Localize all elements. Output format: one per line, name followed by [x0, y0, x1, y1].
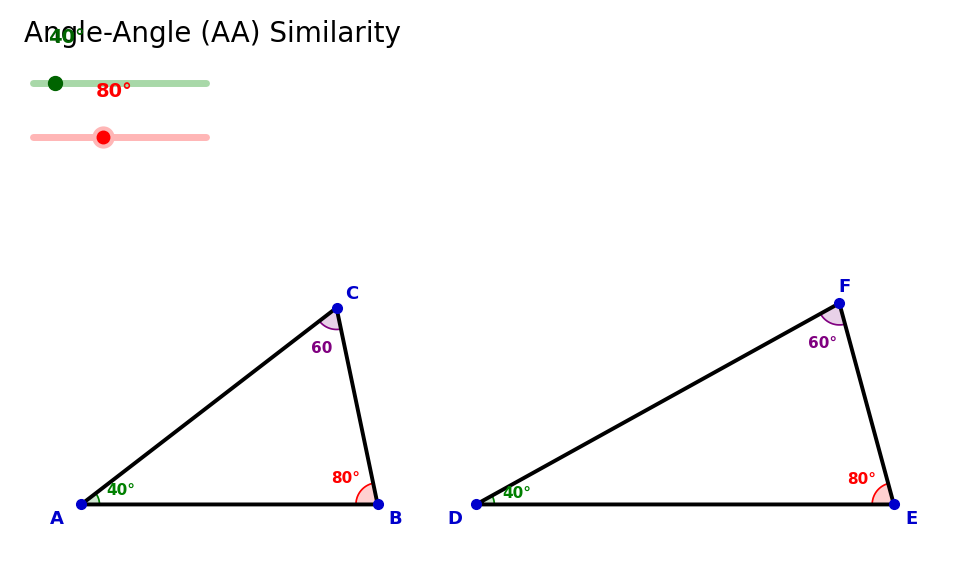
- Text: D: D: [447, 510, 463, 528]
- Polygon shape: [476, 495, 494, 504]
- Text: A: A: [50, 510, 63, 528]
- Text: 80°: 80°: [96, 83, 133, 101]
- Text: 60°: 60°: [808, 336, 837, 351]
- Text: 60: 60: [311, 341, 332, 356]
- Polygon shape: [319, 308, 341, 329]
- Text: 40°: 40°: [106, 483, 136, 498]
- Text: 80°: 80°: [331, 471, 360, 486]
- Text: Angle-Angle (AA) Similarity: Angle-Angle (AA) Similarity: [24, 20, 401, 48]
- Text: 40°: 40°: [502, 486, 532, 502]
- Text: C: C: [345, 284, 358, 303]
- Polygon shape: [872, 483, 894, 504]
- Polygon shape: [820, 303, 845, 325]
- Polygon shape: [81, 493, 99, 504]
- Text: E: E: [905, 510, 917, 528]
- Text: 80°: 80°: [847, 472, 876, 487]
- Text: F: F: [838, 278, 850, 296]
- Text: B: B: [388, 510, 402, 528]
- Polygon shape: [356, 483, 378, 504]
- Text: 40°: 40°: [48, 28, 85, 47]
